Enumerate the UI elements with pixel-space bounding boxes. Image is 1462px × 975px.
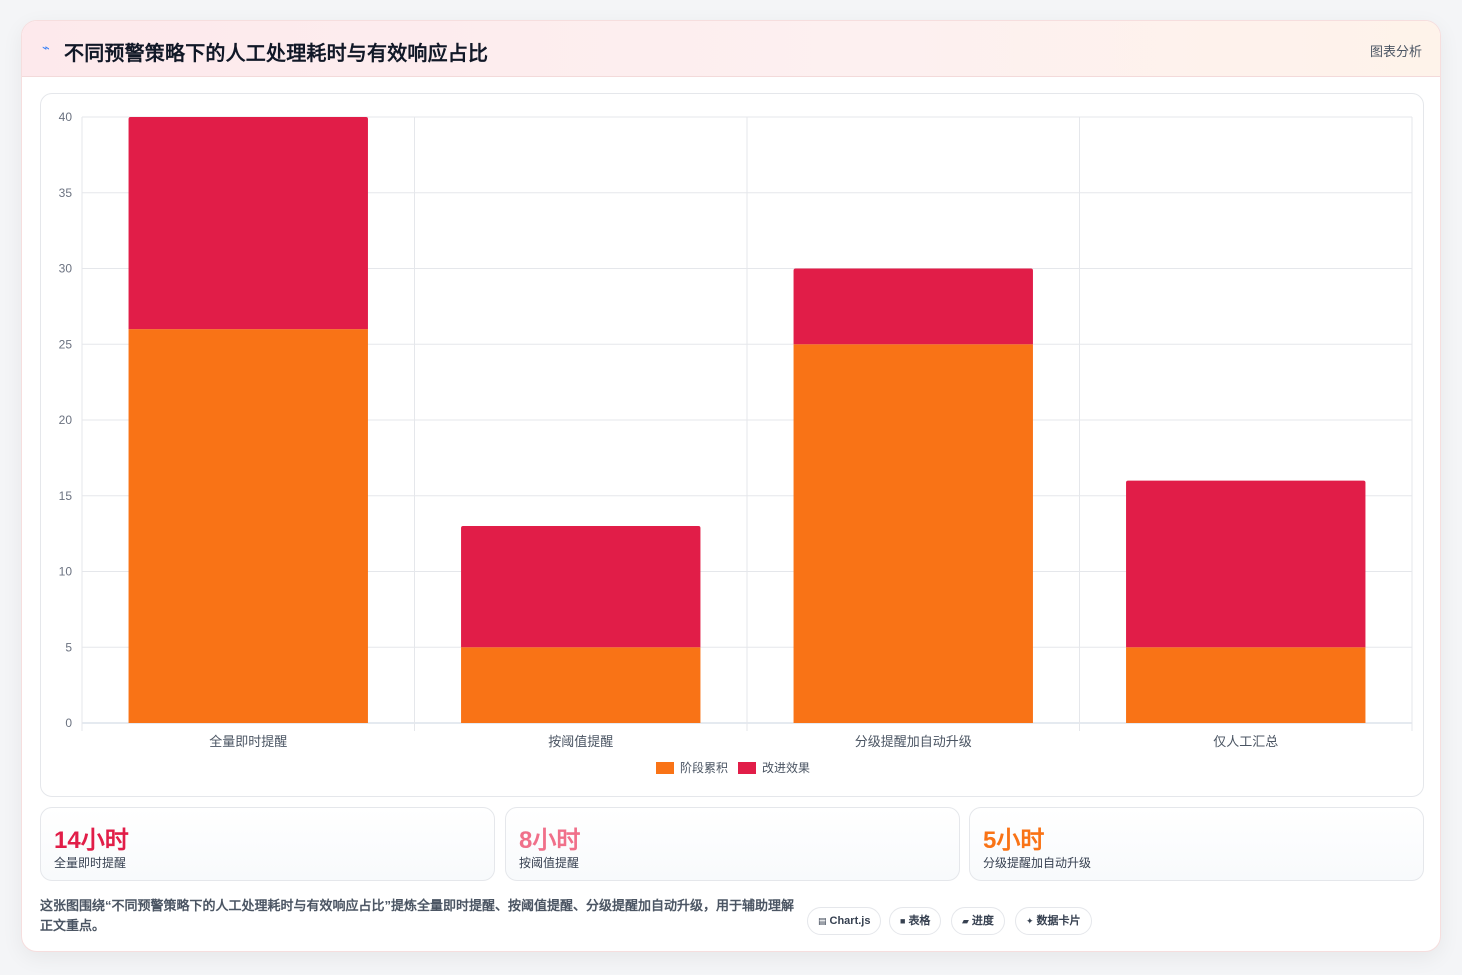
chart-description: 这张图围绕“不同预警策略下的人工处理耗时与有效响应占比”提炼全量即时提醒、按阈值…	[40, 898, 795, 933]
chart-title: 不同预警策略下的人工处理耗时与有效响应占比	[64, 43, 489, 65]
chip-label: 进度	[971, 915, 994, 927]
chart-line-icon: ⌁	[42, 40, 50, 55]
x-tick-label: 全量即时提醒	[209, 734, 287, 749]
y-tick-label: 25	[59, 337, 73, 351]
y-tick-label: 40	[59, 110, 73, 124]
bar-segment	[128, 329, 368, 723]
bar-segment	[461, 526, 701, 648]
x-tick-label: 分级提醒加自动升级	[855, 734, 972, 749]
y-tick-label: 10	[59, 565, 73, 579]
stacked-bar-chart: 0 5 10 15 20 25 30 35 40 全量即时提醒 按阈值提醒 分级提醒加自动升级 仅人工汇…	[59, 110, 1413, 775]
chart-card: ⌁ 不同预警策略下的人工处理耗时与有效响应占比 图表分析 0 5 10 15 20 25 3…	[21, 20, 1441, 952]
stat-label: 全量即时提醒	[54, 856, 127, 870]
chip-label: 数据卡片	[1036, 915, 1081, 927]
stat-card-3: 5小时 分级提醒加自动升级	[969, 807, 1424, 881]
legend-swatch	[738, 762, 756, 774]
bar-segment	[793, 344, 1033, 723]
bar-segment	[793, 268, 1033, 345]
y-tick-label: 30	[59, 262, 73, 276]
y-tick-label: 35	[59, 186, 73, 200]
stat-label: 按阈值提醒	[519, 856, 580, 870]
stat-label: 分级提醒加自动升级	[983, 856, 1092, 870]
legend-label: 阶段累积	[680, 760, 728, 775]
y-tick-label: 20	[59, 413, 73, 427]
legend-label: 改进效果	[762, 760, 810, 775]
chip-label: 表格	[908, 915, 931, 927]
legend-swatch	[656, 762, 674, 774]
bar-segment	[1126, 480, 1366, 648]
grid-icon: ■	[900, 916, 906, 926]
stat-value: 14小时	[54, 827, 129, 854]
x-tick-label: 按阈值提醒	[548, 734, 613, 749]
sparkle-icon: ✦	[1026, 916, 1034, 926]
progress-icon: ▰	[962, 916, 969, 926]
stat-card-2: 8小时 按阈值提醒	[505, 807, 960, 881]
stat-value: 8小时	[519, 827, 581, 854]
chip-data-card[interactable]: ✦ 数据卡片	[1015, 907, 1092, 935]
y-tick-label: 15	[59, 489, 73, 503]
table-icon: ▤	[818, 916, 827, 926]
chip-progress[interactable]: ▰ 进度	[951, 907, 1005, 935]
bar-segment	[1126, 647, 1366, 723]
y-tick-label: 0	[65, 716, 72, 730]
chip-table[interactable]: ■ 表格	[889, 907, 942, 935]
x-tick-label: 仅人工汇总	[1213, 734, 1278, 749]
y-tick-label: 5	[65, 640, 72, 654]
stat-value: 5小时	[983, 827, 1045, 854]
bar-segment	[461, 647, 701, 723]
bar-segment	[128, 117, 368, 330]
chip-chartjs[interactable]: ▤ Chart.js	[807, 907, 882, 935]
chip-label: Chart.js	[829, 915, 871, 927]
stat-card-1: 14小时 全量即时提醒	[40, 807, 495, 881]
chart-panel: 0 5 10 15 20 25 30 35 40 全量即时提醒 按阈值提醒 分级提醒加自动升级 仅人工汇…	[40, 93, 1424, 797]
chart-analysis-tag: 图表分析	[1369, 44, 1422, 59]
card-header: ⌁ 不同预警策略下的人工处理耗时与有效响应占比 图表分析	[22, 21, 1440, 77]
